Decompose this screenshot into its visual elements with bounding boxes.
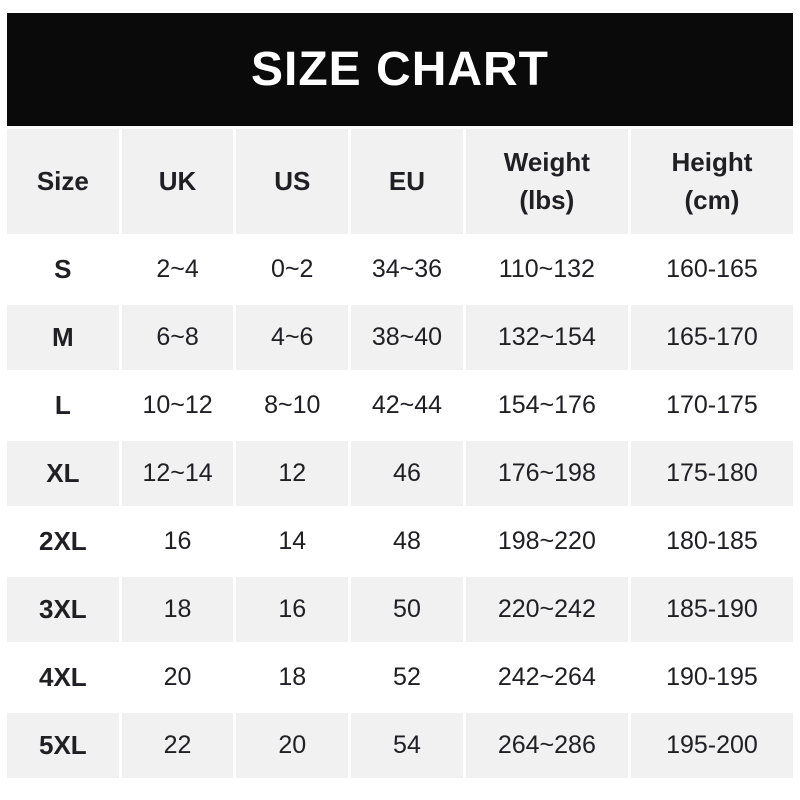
eu-cell: 54 (351, 713, 463, 778)
eu-cell: 52 (351, 645, 463, 710)
size-cell: M (7, 305, 119, 370)
eu-cell: 50 (351, 577, 463, 642)
size-cell: 4XL (7, 645, 119, 710)
page-title: SIZE CHART (251, 43, 549, 96)
us-cell: 12 (236, 441, 349, 506)
uk-cell: 18 (121, 577, 234, 642)
table-row: L 10~12 8~10 42~44 154~176 170-175 (7, 373, 793, 438)
eu-cell: 48 (351, 509, 463, 574)
weight-cell: 220~242 (465, 577, 628, 642)
weight-cell: 110~132 (465, 237, 628, 302)
height-cell: 160-165 (630, 237, 793, 302)
table-row: M 6~8 4~6 38~40 132~154 165-170 (7, 305, 793, 370)
table-header-row: Size UK US EU Weight (lbs) Height (cm) (7, 129, 793, 234)
us-cell: 20 (236, 713, 349, 778)
uk-cell: 10~12 (121, 373, 234, 438)
uk-cell: 12~14 (121, 441, 234, 506)
eu-cell: 34~36 (351, 237, 463, 302)
height-cell: 165-170 (630, 305, 793, 370)
table-row: S 2~4 0~2 34~36 110~132 160-165 (7, 237, 793, 302)
column-header-eu: EU (351, 129, 463, 234)
uk-cell: 2~4 (121, 237, 234, 302)
us-cell: 4~6 (236, 305, 349, 370)
uk-cell: 16 (121, 509, 234, 574)
uk-cell: 20 (121, 645, 234, 710)
uk-cell: 6~8 (121, 305, 234, 370)
us-cell: 14 (236, 509, 349, 574)
size-chart-table: Size UK US EU Weight (lbs) Height (cm) S… (4, 126, 796, 781)
eu-cell: 46 (351, 441, 463, 506)
weight-cell: 154~176 (465, 373, 628, 438)
size-cell: 5XL (7, 713, 119, 778)
column-header-height: Height (cm) (630, 129, 793, 234)
table-row: 5XL 22 20 54 264~286 195-200 (7, 713, 793, 778)
size-cell: XL (7, 441, 119, 506)
uk-cell: 22 (121, 713, 234, 778)
us-cell: 18 (236, 645, 349, 710)
height-cell: 180-185 (630, 509, 793, 574)
column-header-weight: Weight (lbs) (465, 129, 628, 234)
us-cell: 16 (236, 577, 349, 642)
column-header-uk: UK (121, 129, 234, 234)
table-row: XL 12~14 12 46 176~198 175-180 (7, 441, 793, 506)
size-cell: 2XL (7, 509, 119, 574)
table-row: 3XL 18 16 50 220~242 185-190 (7, 577, 793, 642)
us-cell: 8~10 (236, 373, 349, 438)
eu-cell: 38~40 (351, 305, 463, 370)
column-header-us: US (236, 129, 349, 234)
height-cell: 190-195 (630, 645, 793, 710)
weight-cell: 198~220 (465, 509, 628, 574)
weight-cell: 264~286 (465, 713, 628, 778)
height-cell: 175-180 (630, 441, 793, 506)
eu-cell: 42~44 (351, 373, 463, 438)
us-cell: 0~2 (236, 237, 349, 302)
column-header-size: Size (7, 129, 119, 234)
height-cell: 170-175 (630, 373, 793, 438)
height-cell: 185-190 (630, 577, 793, 642)
size-cell: S (7, 237, 119, 302)
size-cell: 3XL (7, 577, 119, 642)
table-row: 4XL 20 18 52 242~264 190-195 (7, 645, 793, 710)
weight-cell: 176~198 (465, 441, 628, 506)
table-row: 2XL 16 14 48 198~220 180-185 (7, 509, 793, 574)
weight-cell: 242~264 (465, 645, 628, 710)
weight-cell: 132~154 (465, 305, 628, 370)
banner: SIZE CHART (7, 13, 793, 126)
height-cell: 195-200 (630, 713, 793, 778)
size-cell: L (7, 373, 119, 438)
